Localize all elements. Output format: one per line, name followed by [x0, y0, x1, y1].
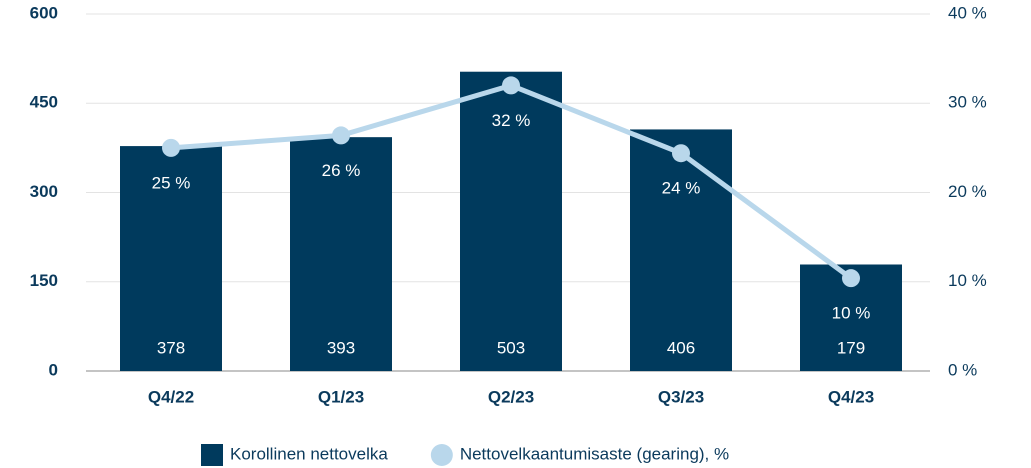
bar [290, 137, 392, 371]
legend-label: Nettovelkaantumisaste (gearing), % [460, 444, 729, 463]
x-tick-label: Q2/23 [488, 387, 534, 406]
x-tick-label: Q4/22 [148, 387, 194, 406]
line-value-label: 25 % [152, 173, 191, 192]
line-point [842, 269, 860, 288]
line-point [162, 138, 180, 157]
y2-tick-label: 20 % [948, 182, 987, 201]
line-value-label: 10 % [832, 304, 871, 323]
line-value-label: 32 % [492, 111, 531, 130]
bar-value-label: 503 [497, 338, 525, 357]
y2-tick-label: 40 % [948, 3, 987, 22]
x-tick-label: Q4/23 [828, 387, 874, 406]
line-value-label: 26 % [322, 161, 361, 180]
y2-tick-label: 0 % [948, 360, 977, 379]
bar-value-label: 406 [667, 338, 695, 357]
line-point [332, 126, 350, 145]
legend-swatch [201, 444, 223, 466]
bar [630, 129, 732, 371]
y-tick-label: 600 [30, 3, 58, 22]
y-tick-label: 0 [49, 360, 58, 379]
y-tick-label: 450 [30, 93, 58, 112]
line-point [672, 144, 690, 163]
bar [460, 71, 562, 371]
y-tick-label: 300 [30, 182, 58, 201]
y-tick-label: 150 [30, 271, 58, 290]
bar-value-label: 393 [327, 338, 355, 357]
x-tick-label: Q3/23 [658, 387, 704, 406]
legend-label: Korollinen nettovelka [230, 444, 388, 463]
x-tick-label: Q1/23 [318, 387, 364, 406]
bar-value-label: 179 [837, 338, 865, 357]
bar [120, 146, 222, 371]
legend-swatch [430, 444, 453, 466]
line-point [502, 76, 520, 95]
y2-tick-label: 30 % [948, 93, 987, 112]
y2-tick-label: 10 % [948, 271, 987, 290]
bar-value-label: 378 [157, 338, 185, 357]
line-value-label: 24 % [662, 179, 701, 198]
